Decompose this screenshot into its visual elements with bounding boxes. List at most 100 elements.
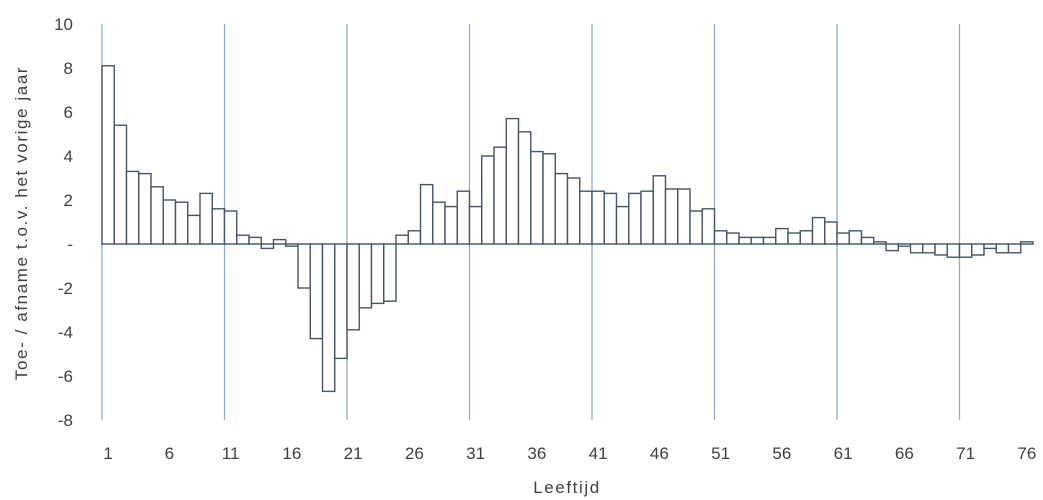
bar-70 xyxy=(946,243,961,258)
bar-75 xyxy=(1007,243,1022,254)
bar-1 xyxy=(101,65,115,245)
bar-3 xyxy=(125,170,140,245)
bar-52 xyxy=(726,232,740,245)
bar-8 xyxy=(187,214,201,245)
bar-26 xyxy=(407,230,422,245)
x-tick-label: 76 xyxy=(1017,444,1036,463)
x-tick-label: 26 xyxy=(405,444,424,463)
bar-25 xyxy=(395,234,409,245)
bar-40 xyxy=(579,190,593,245)
bar-43 xyxy=(615,205,630,245)
y-tick-label: 2 xyxy=(64,191,73,210)
bar-54 xyxy=(750,236,765,245)
bar-48 xyxy=(677,188,691,245)
y-tick-labels: 10 8 6 4 2 - -2 -4 -6 -8 xyxy=(54,15,73,430)
y-tick-label: -8 xyxy=(58,411,73,430)
bar-72 xyxy=(971,243,985,256)
bar-17 xyxy=(297,243,311,289)
bar-67 xyxy=(909,243,924,254)
bar-65 xyxy=(885,243,899,252)
bar-62 xyxy=(848,230,863,245)
bar-34 xyxy=(505,117,520,245)
x-tick-label: 11 xyxy=(222,444,240,463)
x-tick-label: 41 xyxy=(589,444,608,463)
bar-31 xyxy=(468,205,483,245)
bar-58 xyxy=(799,230,814,245)
bar-7 xyxy=(174,201,189,245)
bar-61 xyxy=(836,232,850,245)
x-tick-label: 51 xyxy=(711,444,730,463)
x-tick-label: 6 xyxy=(165,444,174,463)
bar-15 xyxy=(272,238,287,245)
x-tick-label: 1 xyxy=(103,444,112,463)
bar-42 xyxy=(603,192,618,245)
bar-46 xyxy=(652,175,667,245)
bar-30 xyxy=(456,190,471,245)
bar-41 xyxy=(591,190,605,245)
bar-69 xyxy=(934,243,948,256)
x-tick-labels: 1 6 11 16 21 26 31 36 41 46 51 56 61 66 71 76 xyxy=(103,444,1036,463)
bar-16 xyxy=(285,243,299,247)
bar-22 xyxy=(358,243,373,309)
y-tick-label: 10 xyxy=(54,15,73,34)
bar-47 xyxy=(664,188,679,245)
bar-59 xyxy=(811,216,826,245)
bar-2 xyxy=(113,124,128,245)
bar-68 xyxy=(922,243,936,254)
bar-6 xyxy=(162,199,177,245)
bar-38 xyxy=(554,172,569,245)
bar-36 xyxy=(530,150,544,245)
bar-5 xyxy=(150,186,164,245)
bar-37 xyxy=(542,153,556,245)
bar-20 xyxy=(334,243,348,360)
y-tick-label: 6 xyxy=(64,103,73,122)
y-tick-label: -4 xyxy=(58,323,73,342)
bar-50 xyxy=(701,208,716,245)
bar-10 xyxy=(211,208,226,245)
y-tick-label: 8 xyxy=(64,59,73,78)
x-tick-label: 71 xyxy=(956,444,975,463)
y-tick-label: - xyxy=(67,235,73,254)
bar-35 xyxy=(517,131,532,245)
x-axis-title: Leeftijd xyxy=(533,478,601,497)
bar-49 xyxy=(689,210,703,245)
y-tick-label: -6 xyxy=(58,367,73,386)
bar-66 xyxy=(897,243,912,247)
y-axis-title: Toe- / afname t.o.v. het vorige jaar xyxy=(12,66,31,380)
bar-19 xyxy=(321,243,336,393)
bar-18 xyxy=(309,243,324,340)
bar-57 xyxy=(787,232,801,245)
bar-55 xyxy=(762,236,777,245)
y-tick-label: -2 xyxy=(58,279,73,298)
bar-74 xyxy=(995,243,1010,254)
bar-14 xyxy=(260,243,275,250)
bar-24 xyxy=(383,243,397,302)
bar-60 xyxy=(824,221,838,245)
x-tick-label: 16 xyxy=(282,444,301,463)
bar-11 xyxy=(223,210,238,245)
bar-23 xyxy=(370,243,385,305)
bar-13 xyxy=(248,236,262,245)
bar-28 xyxy=(432,201,446,245)
x-tick-label: 21 xyxy=(344,444,363,463)
bar-33 xyxy=(493,146,507,245)
bar-73 xyxy=(983,243,997,250)
bar-21 xyxy=(346,243,360,331)
x-tick-label: 56 xyxy=(772,444,791,463)
bar-39 xyxy=(566,177,581,245)
bar-44 xyxy=(628,192,642,245)
bar-76 xyxy=(1020,241,1034,245)
bar-29 xyxy=(444,205,458,245)
bar-4 xyxy=(138,172,152,245)
bar-layer xyxy=(101,65,1034,393)
bar-45 xyxy=(640,190,654,245)
x-tick-label: 36 xyxy=(527,444,546,463)
bar-32 xyxy=(481,155,495,245)
x-tick-label: 46 xyxy=(650,444,669,463)
bar-53 xyxy=(738,236,752,245)
bar-12 xyxy=(236,234,250,245)
x-tick-label: 61 xyxy=(834,444,853,463)
bar-63 xyxy=(860,236,875,245)
bar-64 xyxy=(873,241,887,245)
